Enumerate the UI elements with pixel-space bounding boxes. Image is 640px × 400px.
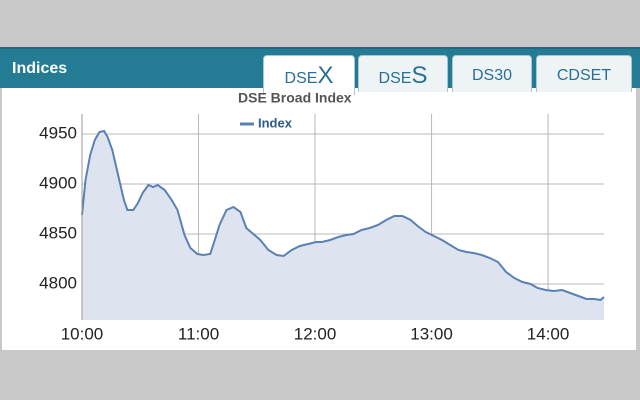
tab-label[interactable]: DS30 (471, 67, 513, 84)
tab[interactable]: DSES (358, 55, 448, 92)
tab-label[interactable]: DSE (378, 70, 412, 87)
x-tick-label: 11:00 (178, 324, 219, 343)
x-tick-label: 10:00 (61, 324, 104, 343)
tab[interactable]: DSEX (263, 55, 355, 95)
header-title: Indices (12, 60, 68, 77)
tab-label-big[interactable]: S (411, 62, 428, 89)
chart-title: DSE Broad Index (238, 90, 352, 106)
x-tick-label: 12:00 (294, 324, 337, 343)
y-tick-label: 4850 (39, 223, 77, 242)
line (81, 129, 605, 302)
y-tick-label: 4900 (39, 173, 77, 192)
tab-label-big[interactable]: X (317, 62, 334, 89)
tab[interactable]: CDSET (536, 55, 632, 92)
tab-label[interactable]: CDSET (556, 67, 612, 84)
x-tick-label: 14:00 (527, 324, 570, 343)
y-tick-label: 4950 (39, 123, 77, 142)
tab-label[interactable]: DSE (284, 70, 318, 87)
y-tick-label: 4800 (39, 273, 77, 292)
legend-label: Index (258, 115, 293, 130)
x-tick-label: 13:00 (410, 324, 453, 343)
tab[interactable]: DS30 (452, 55, 532, 92)
area-fill (82, 131, 604, 320)
